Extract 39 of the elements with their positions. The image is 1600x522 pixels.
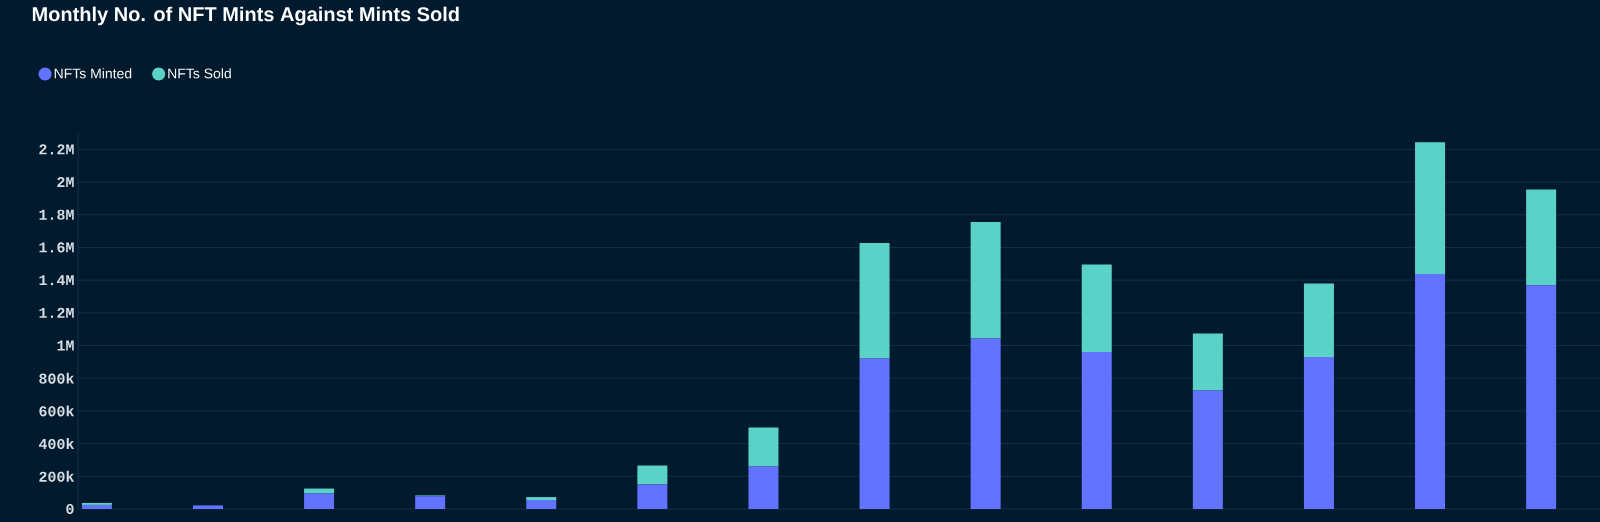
legend-label: NFTs Sold (168, 68, 231, 79)
y-tick-label: 600k (39, 405, 75, 417)
bar (81, 504, 112, 509)
bar (748, 466, 779, 509)
y-tick-label: 200k (39, 470, 75, 482)
bar (1415, 273, 1446, 509)
y-tick-label: 1M (57, 340, 74, 351)
bar (970, 338, 1001, 509)
bar (1081, 351, 1112, 509)
y-tick-label: 800k (39, 372, 75, 384)
bar (192, 505, 223, 509)
bar (1081, 264, 1112, 352)
bar (970, 221, 1001, 339)
y-tick-label: 0 (66, 503, 74, 515)
y-tick-label: 1.4M (39, 275, 74, 286)
bar (859, 358, 890, 509)
bar (526, 500, 557, 509)
bar (526, 497, 557, 501)
bar (748, 427, 779, 467)
y-tick-label: 2.2M (39, 144, 74, 155)
y-tick-label: 400k (38, 438, 75, 450)
bar (1303, 283, 1334, 357)
y-tick-label: 2M (57, 177, 74, 188)
bar (637, 484, 668, 509)
y-tick-label: 1.8M (39, 209, 74, 220)
y-tick-label: 1.2M (39, 307, 74, 318)
bar (1192, 333, 1223, 391)
bar (1415, 142, 1446, 274)
bar (304, 493, 335, 509)
chart-title: Monthly No. of NFT Mints Against Mints Sold (32, 6, 459, 26)
bar (1526, 189, 1557, 286)
y-tick-label: 1.6M (39, 242, 74, 253)
legend-label: NFTs Minted (54, 68, 132, 79)
bar (859, 243, 890, 359)
bar (1192, 390, 1223, 509)
bar (1526, 285, 1557, 509)
bar (637, 465, 668, 485)
bar (415, 496, 446, 509)
bar (1303, 356, 1334, 509)
